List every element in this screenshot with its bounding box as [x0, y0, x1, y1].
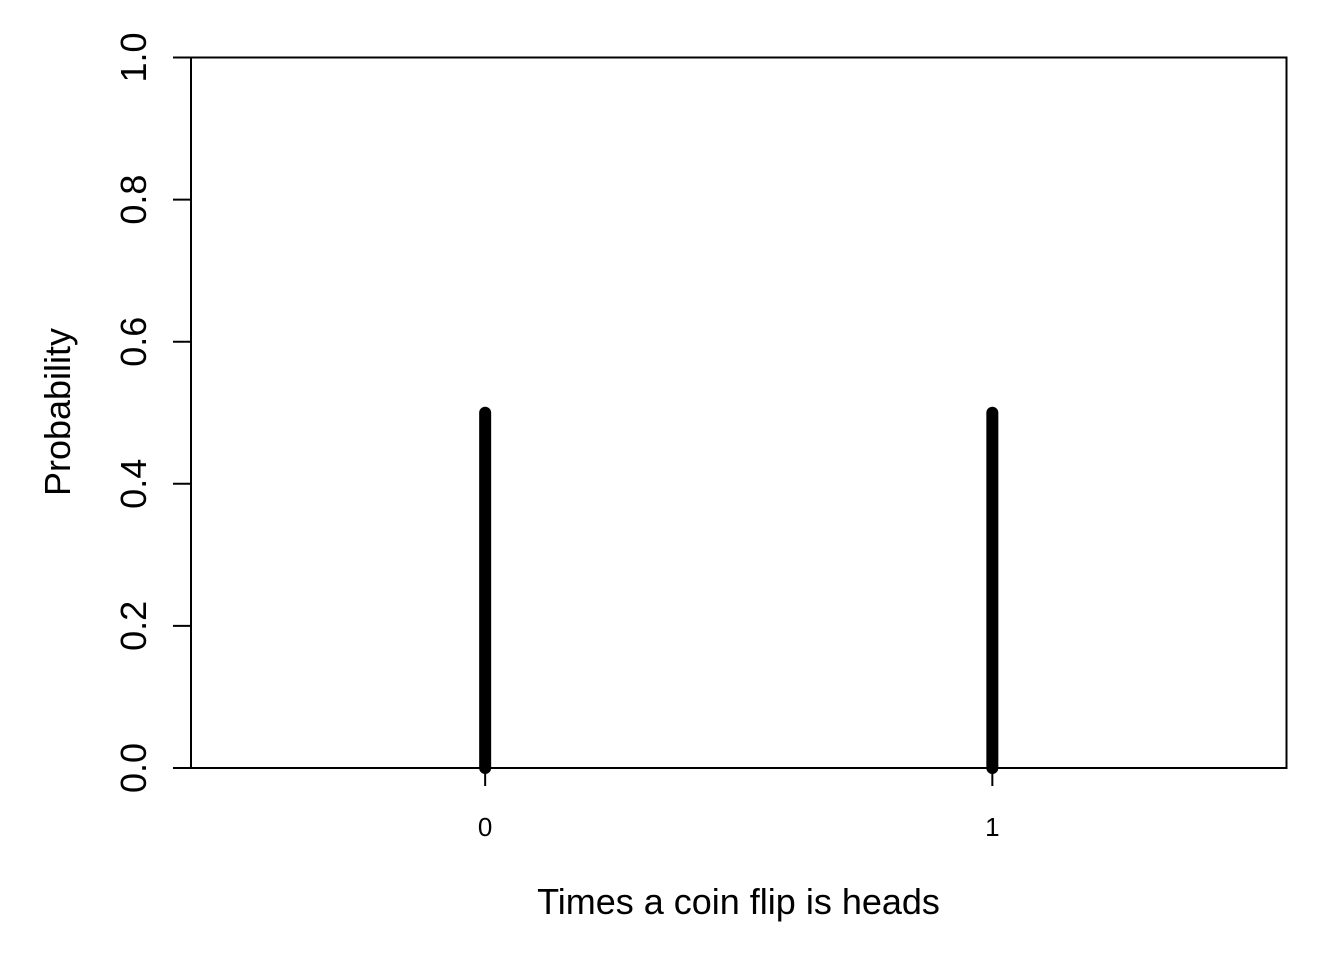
- x-tick-label: 0: [478, 812, 492, 842]
- y-axis: 0.0 0.2 0.4 0.6 0.8 1.0: [113, 32, 191, 793]
- y-tick-label: 0.8: [113, 175, 154, 225]
- plot-frame: [190, 56, 1288, 769]
- bars: [479, 406, 999, 774]
- x-tick-label: 1: [985, 812, 999, 842]
- y-axis-title: Probability: [37, 328, 78, 496]
- y-tick-label: 0.0: [113, 743, 154, 793]
- y-tick-label: 1.0: [113, 32, 154, 82]
- y-tick-label: 0.4: [113, 459, 154, 509]
- y-tick-label: 0.2: [113, 601, 154, 651]
- y-tick-label: 0.6: [113, 317, 154, 367]
- x-axis-title: Times a coin flip is heads: [537, 881, 940, 922]
